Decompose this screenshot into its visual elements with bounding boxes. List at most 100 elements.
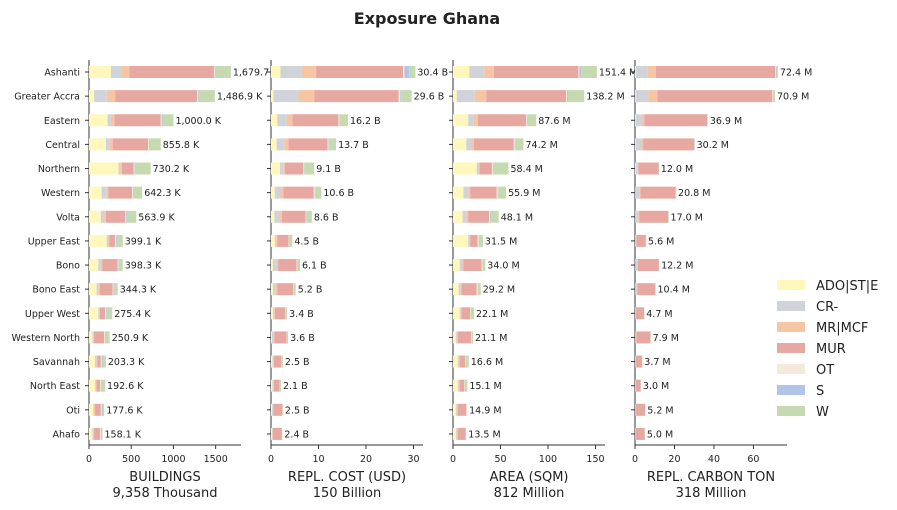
bar-segment-mur [636,234,646,247]
bar-segment-ado-st-e [271,162,281,175]
bar-segment-cr- [455,427,457,440]
bar-segment-w [279,379,281,392]
bar-segment-ot [100,403,102,416]
value-label: 192.6 K [107,381,144,392]
bar-segment-mur [292,114,339,127]
bar-segment-w [135,162,151,175]
value-label: 203.3 K [108,357,145,368]
bar-segment-mr-mcf [462,259,464,272]
bar-segment-mur [99,307,106,320]
bar-segment-ado-st-e [635,114,636,127]
bar-segment-ot [100,355,102,368]
category-label: Upper West [25,309,80,320]
value-label: 2.5 B [285,357,310,368]
bar-segment-ado-st-e [453,355,458,368]
bar-segment-mr-mcf [637,259,638,272]
bar-segment-cr- [271,403,273,416]
bar-segment-ado-st-e [453,90,457,103]
bar-segment-mur [112,138,149,151]
value-label: 5.0 M [647,429,673,440]
bar-segment-ado-st-e [453,403,456,416]
bar-segment-w [297,259,300,272]
bar-segment-w [493,162,509,175]
bar-segment-cr- [274,210,280,223]
bar-segment-mur [277,234,289,247]
x-axis-title: REPL. CARBON TON [647,470,775,485]
bar-segment-ado-st-e [89,355,95,368]
value-label: 399.1 K [125,236,162,247]
bar-segment-ot [566,90,567,103]
bar-segment-w [102,403,105,416]
bar-segment-cr- [118,162,121,175]
bar-segment-s [134,162,136,175]
legend-label: MR|MCF [816,321,868,336]
value-label: 642.3 K [144,188,181,199]
bar-segment-mur [273,379,280,392]
bar-segment-ot [105,307,106,320]
bar-segment-ado-st-e [89,379,95,392]
bar-segment-mur [644,114,708,127]
bar-segment-s [100,379,102,392]
bar-segment-mur [284,162,304,175]
bar-segment-ado-st-e [453,259,460,272]
bar-segment-mur [463,259,482,272]
bar-segment-cr- [276,138,285,151]
bar-segment-mr-mcf [478,162,480,175]
bar-segment-mur [461,283,477,296]
bar-segment-mr-mcf [460,307,462,320]
value-label: 5.2 M [647,405,673,416]
bar-segment-ado-st-e [453,234,469,247]
bar-segment-mur [94,403,101,416]
bar-segment-cr- [96,283,99,296]
bar-segment-cr- [457,355,459,368]
legend-label: MUR [816,342,846,357]
x-tick-label: 0 [450,454,456,465]
bar-segment-ot [213,66,215,78]
bar-segment-mr-mcf [456,403,458,416]
bar-segment-s [126,210,127,223]
bar-segment-s [161,114,163,127]
bar-segment-w [498,186,507,199]
bar-segment-s [118,259,120,272]
bar-segment-ado-st-e [635,90,636,103]
legend-swatch [777,343,805,353]
value-label: 8.6 B [314,212,339,223]
value-label: 4.5 B [294,236,319,247]
x-axis-subtitle: 150 Billion [313,486,382,501]
bar-segment-cr- [100,210,105,223]
bar-segment-mr-mcf [104,210,106,223]
bar-segment-w [465,355,469,368]
bar-segment-w [114,283,118,296]
bar-segment-ado-st-e [453,331,456,344]
value-label: 7.9 M [653,333,679,344]
category-label: Greater Accra [14,92,80,103]
value-label: 3.4 B [289,309,314,320]
bar-segment-mur [288,138,328,151]
bar-segment-s [148,138,150,151]
bar-segment-mur [129,66,214,78]
bar-segment-mr-mcf [638,210,640,223]
bar-segment-w [490,210,499,223]
bar-segment-mur [281,210,306,223]
bar-segment-cr- [635,307,636,320]
value-label: 563.9 K [138,212,175,223]
category-label: Northern [38,164,80,175]
bar-segment-mur [635,307,645,320]
bar-segment-cr- [459,307,461,320]
bar-segment-mr-mcf [636,283,638,296]
bar-segment-ot [160,114,162,127]
legend-label: S [816,384,824,399]
bar-segment-cr- [455,331,457,344]
bar-segment-s [567,90,568,103]
value-label: 3.0 M [643,381,669,392]
category-label: Eastern [44,116,80,127]
bar-segment-mur [94,331,105,344]
bar-segment-cr- [466,138,472,151]
value-label: 31.5 M [485,236,517,247]
bar-segment-mr-mcf [279,210,282,223]
legend-swatch [777,364,805,374]
bar-segment-ot [99,427,101,440]
bar-segment-mr-mcf [100,259,103,272]
bar-segment-mr-mcf [94,403,95,416]
